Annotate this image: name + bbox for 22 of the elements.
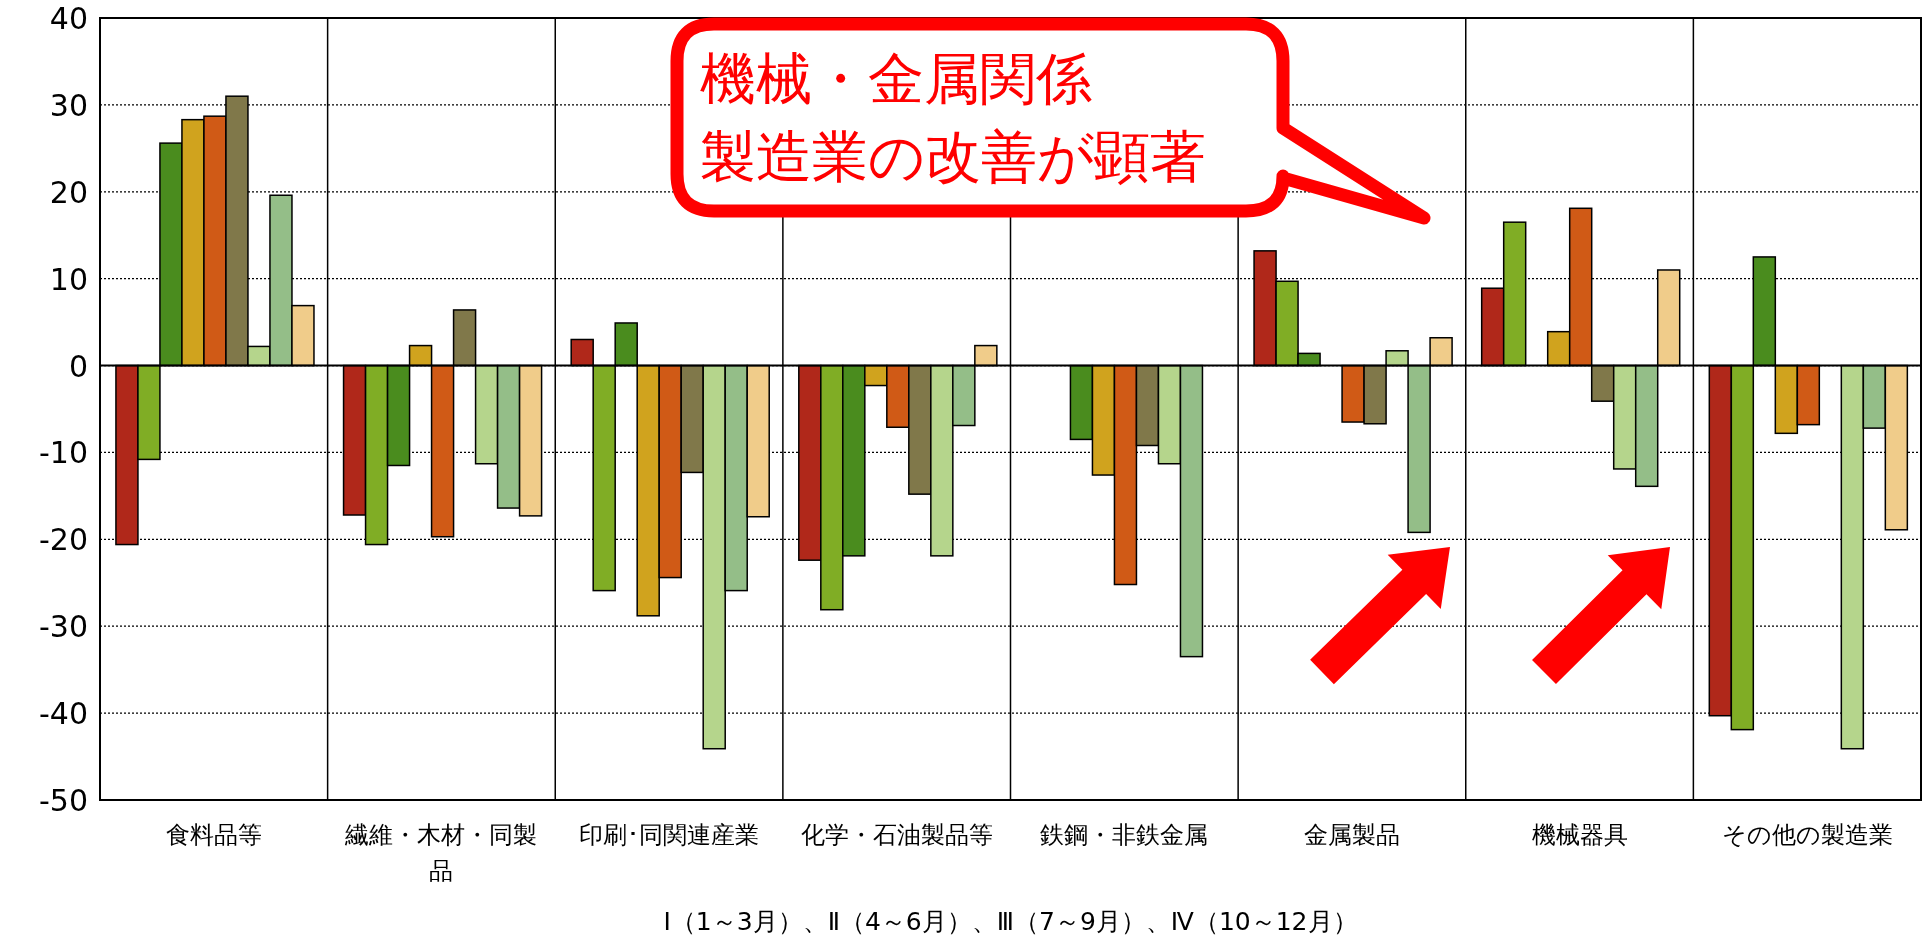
y-tick-label: -40 bbox=[39, 696, 88, 732]
callout: 機械・金属関係 製造業の改善が顕著 bbox=[670, 17, 1431, 225]
annotation: 製造業の改善が顕著 bbox=[700, 124, 1206, 189]
y-tick-label: 0 bbox=[68, 348, 88, 384]
y-tick-label: -20 bbox=[39, 522, 88, 558]
x-axis-title: Ⅰ（1～3月）、Ⅱ（4～6月）、Ⅲ（7～9月）、Ⅳ（10～12月） bbox=[663, 907, 1358, 936]
x-tick-label: 鉄鋼・非鉄金属 bbox=[1040, 821, 1209, 849]
annotation: 機械・金属関係 bbox=[700, 46, 1092, 111]
y-tick-label: 10 bbox=[49, 261, 88, 297]
x-tick-label: 繊維・木材・同製品 bbox=[344, 821, 538, 885]
y-tick-label: 40 bbox=[49, 1, 88, 36]
x-tick-label: 機械器具 bbox=[1531, 821, 1628, 849]
y-tick-label: 30 bbox=[49, 87, 88, 123]
x-tick-label: 化学・石油製品等 bbox=[800, 821, 993, 849]
y-tick-label: -10 bbox=[39, 435, 88, 471]
x-tick-label: その他の製造業 bbox=[1721, 821, 1893, 849]
x-tick-label: 食料品等 bbox=[165, 821, 262, 849]
y-tick-label: -30 bbox=[39, 609, 88, 645]
x-tick-label: 金属製品 bbox=[1303, 821, 1400, 849]
y-tick-label: 20 bbox=[49, 174, 88, 210]
y-tick-label: -50 bbox=[39, 783, 88, 818]
x-tick-label: 印刷･同関連産業 bbox=[579, 821, 760, 849]
